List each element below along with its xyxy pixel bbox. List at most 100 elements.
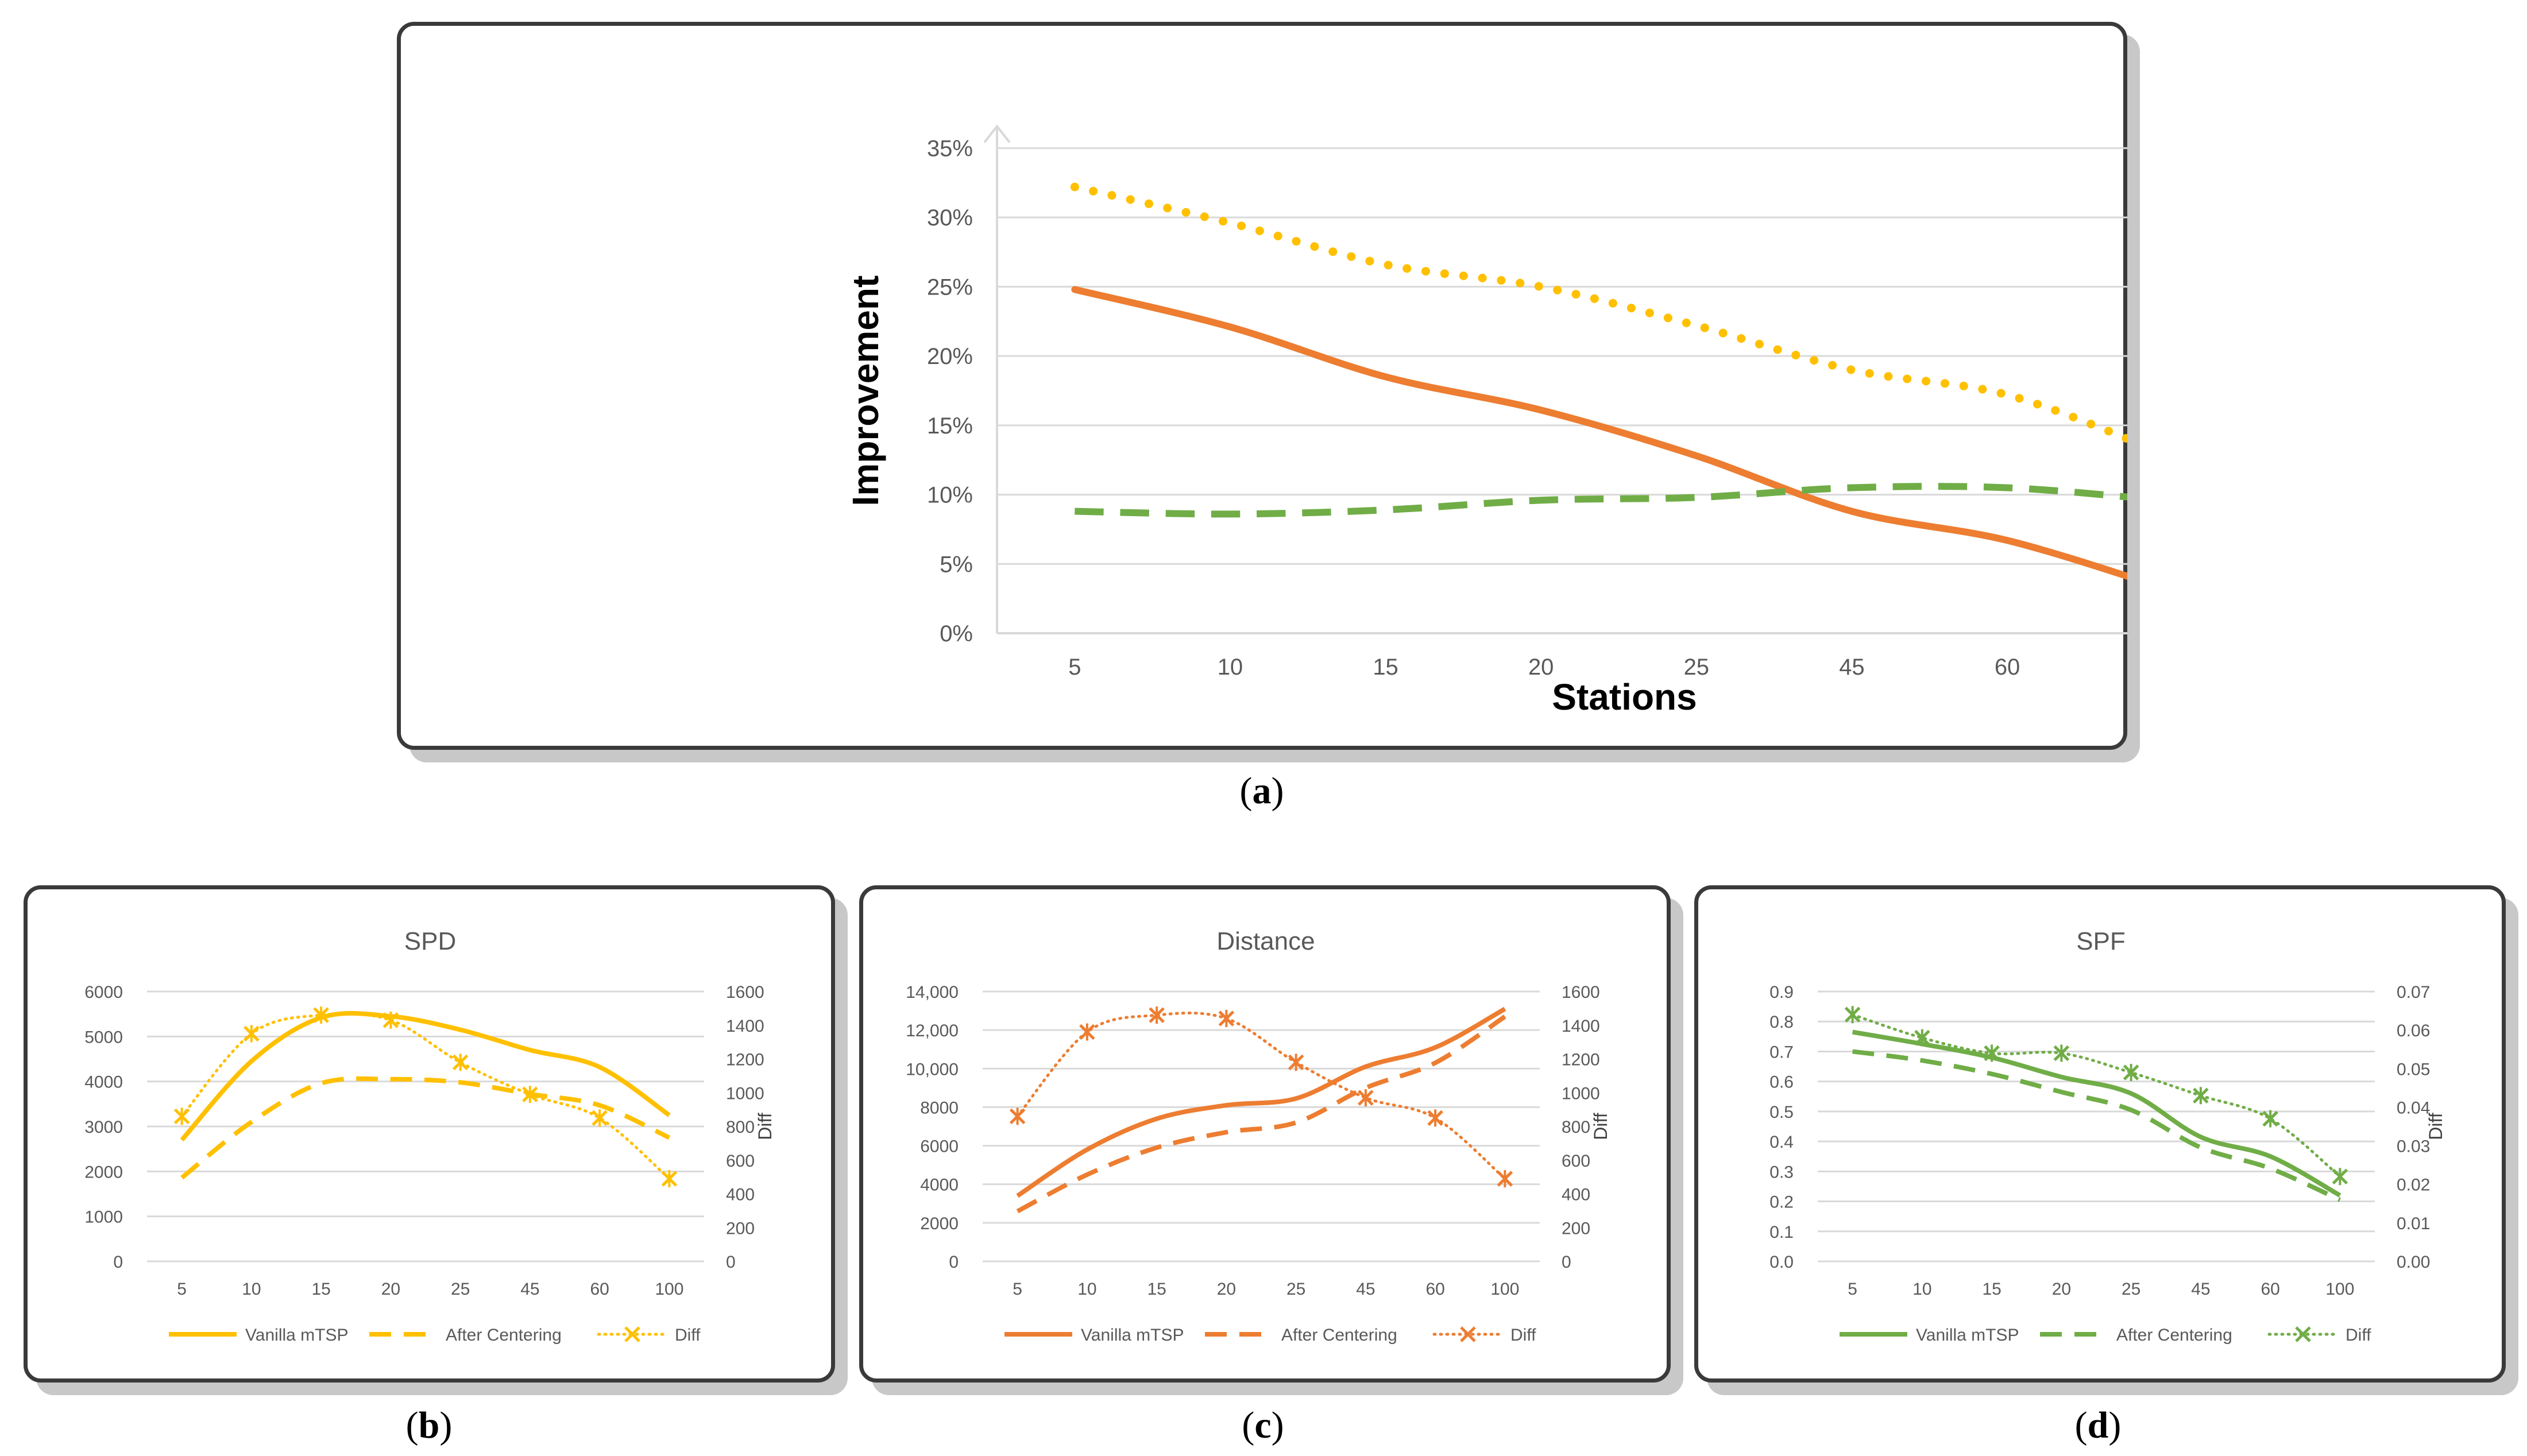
data-point-spd xyxy=(1540,286,1541,287)
data-point-vanilla-mtsp xyxy=(1435,1047,1436,1048)
data-point-after-centering xyxy=(1226,1132,1227,1133)
data-point-vanilla-mtsp xyxy=(1296,1098,1297,1099)
data-point-diff xyxy=(522,1086,538,1103)
chart-title-c: Distance xyxy=(1216,927,1315,955)
chart-title-b: SPD xyxy=(404,927,456,955)
y2-axis-title-d: Diff xyxy=(2425,1113,2446,1140)
y-tick-label-c: 12,000 xyxy=(906,1021,959,1040)
data-point-after-centering xyxy=(251,1121,252,1122)
y2-tick-label-d: 0.02 xyxy=(2397,1176,2430,1195)
y-axis-arrow-a xyxy=(983,124,1011,144)
x-tick-label-d: 10 xyxy=(1912,1280,1931,1299)
data-point-distance xyxy=(1851,511,1852,512)
data-point-vanilla-mtsp xyxy=(530,1050,531,1051)
x-tick-label-a: 60 xyxy=(1995,655,2020,680)
series-line-after-centering xyxy=(1852,1049,2341,1202)
data-point-diff xyxy=(1497,1170,1513,1188)
data-point-vanilla-mtsp xyxy=(669,1114,670,1116)
data-point-diff xyxy=(1844,1006,1861,1024)
x-tick-label-c: 5 xyxy=(1013,1280,1022,1299)
series-line-vanilla-mtsp xyxy=(1016,1006,1506,1198)
legend-marker-diff xyxy=(1460,1326,1476,1342)
y-tick-label-c: 6000 xyxy=(920,1137,959,1156)
y2-tick-label-c: 1400 xyxy=(1562,1017,1600,1036)
y-tick-label-a: 30% xyxy=(927,206,973,231)
y-tick-label-a: 5% xyxy=(940,552,973,577)
data-point-vanilla-mtsp xyxy=(460,1029,461,1031)
x-tick-label-c: 10 xyxy=(1077,1280,1096,1299)
data-point-after-centering xyxy=(1852,1051,1853,1052)
chart-b: SPD 0 1000 2000 3000 4000 5000 6000 0 200 400 600 80… xyxy=(84,927,775,1345)
marker-stroke xyxy=(1460,1326,1476,1342)
y2-tick-label-d: 0.06 xyxy=(2397,1021,2430,1040)
data-point-after-centering xyxy=(669,1137,670,1139)
legend-marker-diff xyxy=(2295,1326,2311,1342)
x-tick-label-d: 20 xyxy=(2052,1280,2071,1299)
series-line-vanilla-mtsp xyxy=(1852,1029,2341,1198)
legend-label-after-centering: After Centering xyxy=(1281,1326,1397,1345)
data-point-diff xyxy=(2193,1087,2209,1105)
y-tick-label-c: 2000 xyxy=(920,1214,959,1233)
y-tick-label-b: 4000 xyxy=(84,1073,123,1092)
data-point-vanilla-mtsp xyxy=(1017,1195,1018,1196)
y2-axis-title-b: Diff xyxy=(755,1113,775,1140)
data-point-vanilla-mtsp xyxy=(2339,1195,2340,1196)
legend-label-vanilla-mtsp: Vanilla mTSP xyxy=(245,1326,349,1345)
y2-tick-label-b: 400 xyxy=(726,1186,755,1205)
y-tick-label-b: 5000 xyxy=(84,1028,123,1047)
y-tick-label-c: 10,000 xyxy=(906,1060,959,1079)
data-point-vanilla-mtsp xyxy=(181,1140,183,1141)
x-tick-label-d: 60 xyxy=(2261,1280,2279,1299)
legend-label-after-centering: After Centering xyxy=(2116,1326,2232,1345)
x-tick-label-d: 100 xyxy=(2325,1280,2354,1299)
data-point-after-centering xyxy=(2339,1199,2340,1201)
y-tick-label-b: 6000 xyxy=(84,983,123,1002)
data-point-diff xyxy=(1984,1044,2000,1062)
y2-tick-label-d: 0.03 xyxy=(2397,1137,2430,1156)
marker-stroke xyxy=(624,1326,640,1342)
data-point-after-centering xyxy=(2200,1147,2201,1148)
y-tick-label-b: 1000 xyxy=(84,1208,123,1227)
chart-d: SPF 0.0 0.1 0.2 0.3 0.4 0.5 0.6 0.7 0.8 0.9 0.00 0.0… xyxy=(1769,927,2446,1345)
data-point-diff xyxy=(1079,1023,1095,1041)
data-point-spf xyxy=(2007,487,2008,489)
data-point-spd xyxy=(1851,369,1852,370)
x-tick-label-c: 20 xyxy=(1217,1280,1236,1299)
caption-b: (b) xyxy=(405,1404,453,1446)
data-point-vanilla-mtsp xyxy=(1365,1066,1366,1067)
y2-tick-label-c: 600 xyxy=(1562,1152,1590,1171)
x-tick-label-a: 25 xyxy=(1684,655,1710,680)
data-point-after-centering xyxy=(1365,1087,1366,1089)
data-point-after-centering xyxy=(460,1082,461,1083)
y-tick-label-a: 10% xyxy=(927,483,973,508)
x-tick-label-b: 15 xyxy=(311,1280,330,1299)
data-point-vanilla-mtsp xyxy=(1226,1105,1227,1106)
data-point-after-centering xyxy=(1296,1122,1297,1123)
y-tick-label-b: 0 xyxy=(113,1253,123,1272)
data-point-diff xyxy=(452,1054,469,1071)
data-point-diff xyxy=(1149,1006,1165,1024)
y2-tick-label-d: 0.01 xyxy=(2397,1214,2430,1233)
data-point-after-centering xyxy=(1087,1174,1088,1175)
y-tick-label-d: 0.8 xyxy=(1769,1013,1794,1032)
y-tick-label-d: 0.4 xyxy=(1769,1133,1794,1152)
x-tick-label-c: 15 xyxy=(1147,1280,1166,1299)
data-point-distance xyxy=(1385,376,1386,377)
data-point-spd xyxy=(1074,187,1075,188)
series-line-after-centering xyxy=(1016,1014,1506,1214)
x-tick-label-d: 25 xyxy=(2122,1280,2140,1299)
data-point-vanilla-mtsp xyxy=(1852,1032,1853,1033)
data-point-distance xyxy=(2007,540,2008,541)
chart-a: 0%5%10%15%20%25%30%35%5101520254560100St… xyxy=(845,124,2127,718)
data-point-spf xyxy=(1540,499,1541,501)
y2-tick-label-c: 800 xyxy=(1562,1118,1590,1137)
data-point-diff xyxy=(2053,1044,2070,1062)
data-point-diff xyxy=(1914,1029,1930,1047)
x-tick-label-b: 10 xyxy=(242,1280,261,1299)
y2-tick-label-c: 1000 xyxy=(1562,1084,1600,1103)
legend-label-diff: Diff xyxy=(1510,1326,1536,1345)
chart-panel-b: SPD 0 1000 2000 3000 4000 5000 6000 0 200 400 600 80… xyxy=(24,885,835,1383)
data-point-diff xyxy=(244,1025,260,1043)
caption-a: (a) xyxy=(1239,770,1284,812)
y-tick-label-d: 0.0 xyxy=(1769,1253,1794,1272)
